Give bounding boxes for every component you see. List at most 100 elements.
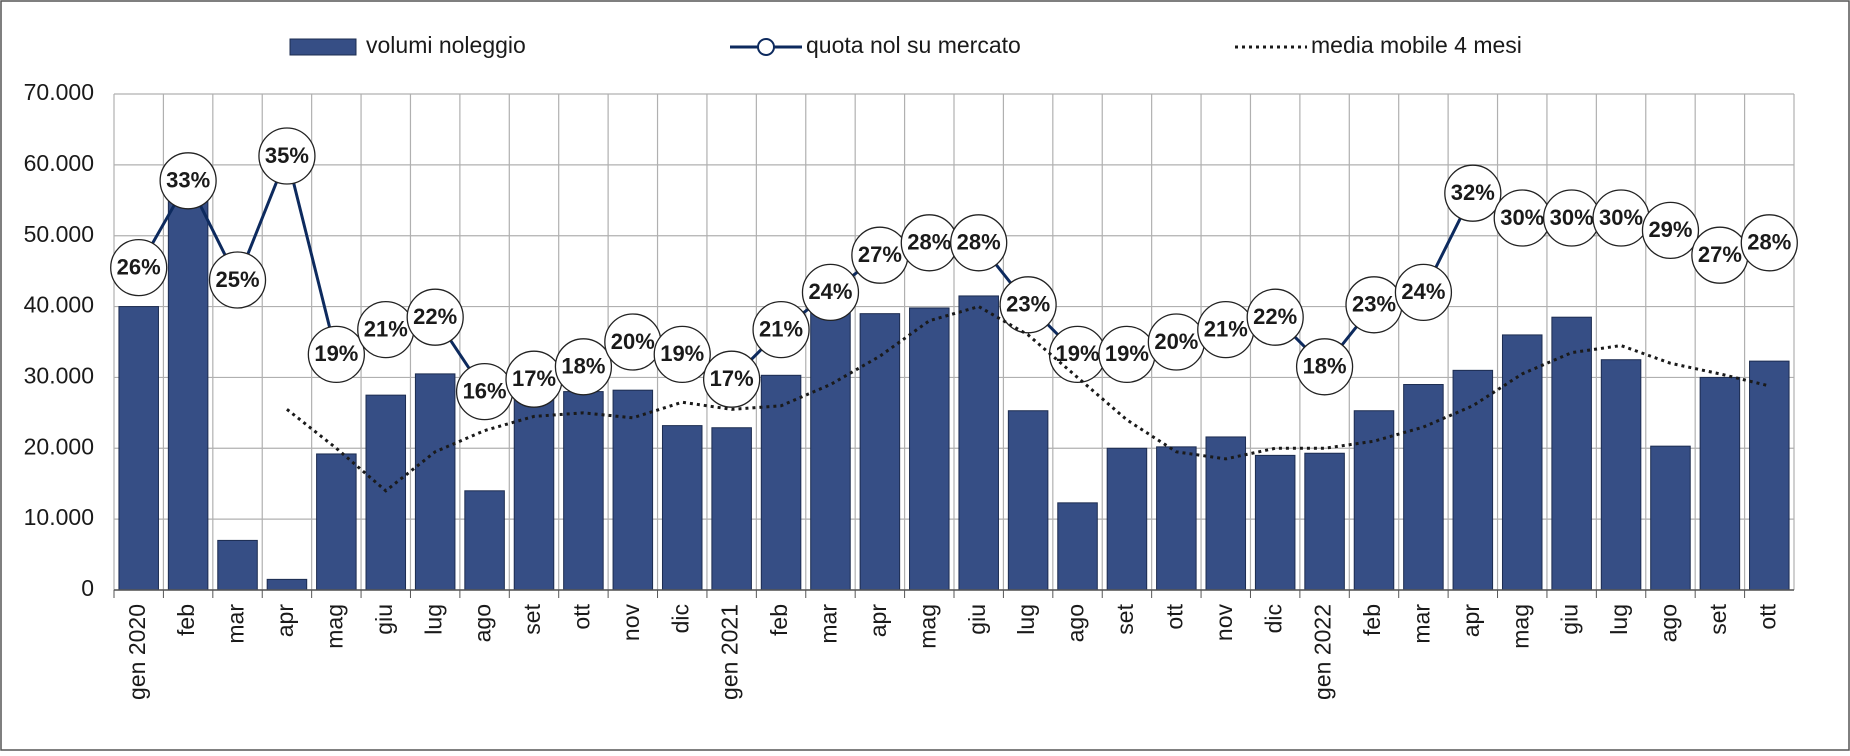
data-label: 19% (314, 341, 358, 366)
data-label: 24% (1401, 279, 1445, 304)
bar (1452, 369, 1494, 591)
data-label: 21% (759, 316, 803, 341)
data-label: 16% (463, 378, 507, 403)
share-marker (1641, 201, 1700, 260)
share-marker (653, 325, 711, 384)
data-label: 27% (858, 242, 902, 267)
x-tick-label: ott (568, 603, 594, 629)
x-tick-label: apr (1458, 604, 1484, 638)
x-tick-label: mar (1408, 604, 1434, 644)
data-label: 19% (1105, 341, 1149, 366)
bar (760, 374, 802, 591)
bar (909, 307, 950, 591)
data-label: 30% (1550, 205, 1594, 230)
x-tick-label: mar (816, 604, 842, 644)
bar (1057, 502, 1098, 591)
bar (1650, 445, 1691, 591)
y-tick-label: 0 (81, 575, 94, 601)
share-marker (801, 263, 860, 322)
y-tick-label: 10.000 (24, 504, 94, 530)
bar (1353, 410, 1395, 591)
share-marker (406, 288, 464, 346)
y-tick-label: 30.000 (24, 363, 94, 389)
data-label: 28% (1747, 230, 1791, 255)
x-tick-label: nov (1211, 604, 1237, 642)
share-marker (1295, 338, 1354, 396)
moving-average-line (286, 304, 1770, 493)
x-tick-label: dic (667, 604, 693, 633)
data-label: 35% (265, 143, 309, 168)
bar (316, 453, 357, 591)
y-tick-label: 70.000 (24, 79, 94, 105)
x-tick-label: nov (618, 604, 644, 642)
y-tick-label: 50.000 (24, 221, 94, 247)
legend-marker (757, 38, 775, 56)
bar (612, 389, 654, 591)
bar (1106, 447, 1148, 591)
share-marker (307, 325, 366, 384)
x-tick-label: ago (470, 604, 496, 642)
x-tick-label: gen 2021 (717, 604, 743, 700)
data-label: 22% (413, 304, 457, 329)
share-marker (159, 152, 217, 210)
share-marker (258, 127, 316, 185)
data-label: 30% (1599, 205, 1643, 230)
data-label: 23% (1352, 292, 1396, 317)
bar (1156, 446, 1197, 591)
bar (661, 425, 703, 591)
data-label: 19% (1056, 341, 1100, 366)
bar (414, 373, 456, 591)
data-label: 27% (1698, 242, 1742, 267)
data-label: 17% (512, 366, 556, 391)
share-marker (1740, 214, 1798, 272)
x-tick-label: lug (420, 604, 446, 635)
x-tick-label: apr (865, 604, 891, 638)
share-marker (1246, 288, 1304, 346)
x-tick-label: lug (1013, 604, 1039, 635)
x-tick-label: gen 2022 (1310, 604, 1336, 700)
bar (958, 295, 999, 591)
bar (1600, 359, 1642, 591)
data-label: 21% (1204, 316, 1248, 341)
share-marker (1394, 263, 1453, 322)
legend-swatch (289, 38, 357, 56)
bar (464, 490, 505, 591)
data-label: 23% (1006, 292, 1050, 317)
bar (810, 309, 851, 591)
data-label: 22% (1253, 304, 1297, 329)
share-marker (999, 276, 1057, 334)
x-tick-label: mag (321, 604, 347, 649)
x-tick-label: feb (1359, 604, 1385, 636)
data-label: 18% (561, 354, 605, 379)
share-marker (702, 350, 761, 408)
data-label: 19% (660, 341, 704, 366)
data-label: 20% (1154, 329, 1198, 354)
x-tick-label: ago (1656, 604, 1682, 642)
data-label: 20% (611, 329, 655, 354)
x-tick-label: set (519, 603, 545, 634)
legend-label: media mobile 4 mesi (1311, 32, 1522, 58)
share-marker (950, 214, 1008, 272)
bar (563, 391, 604, 591)
share-marker (208, 251, 267, 309)
data-label: 25% (216, 267, 260, 292)
bar (1254, 454, 1296, 591)
share-marker (1444, 164, 1502, 222)
data-label: 29% (1648, 217, 1692, 242)
data-label: 26% (117, 254, 161, 279)
x-tick-label: feb (766, 604, 792, 636)
x-tick-label: ott (1754, 603, 1780, 629)
x-tick-label: mag (914, 604, 940, 649)
bar (217, 539, 258, 591)
bar (1304, 452, 1345, 591)
legend-label: quota nol su mercato (806, 32, 1021, 58)
share-marker (752, 300, 810, 359)
data-label: 24% (808, 279, 852, 304)
bar (859, 313, 901, 591)
y-tick-label: 40.000 (24, 292, 94, 318)
share-marker (554, 338, 613, 396)
x-tick-label: apr (272, 604, 298, 638)
x-tick-label: set (1112, 603, 1138, 634)
bar (1403, 384, 1444, 591)
bar (711, 427, 752, 591)
